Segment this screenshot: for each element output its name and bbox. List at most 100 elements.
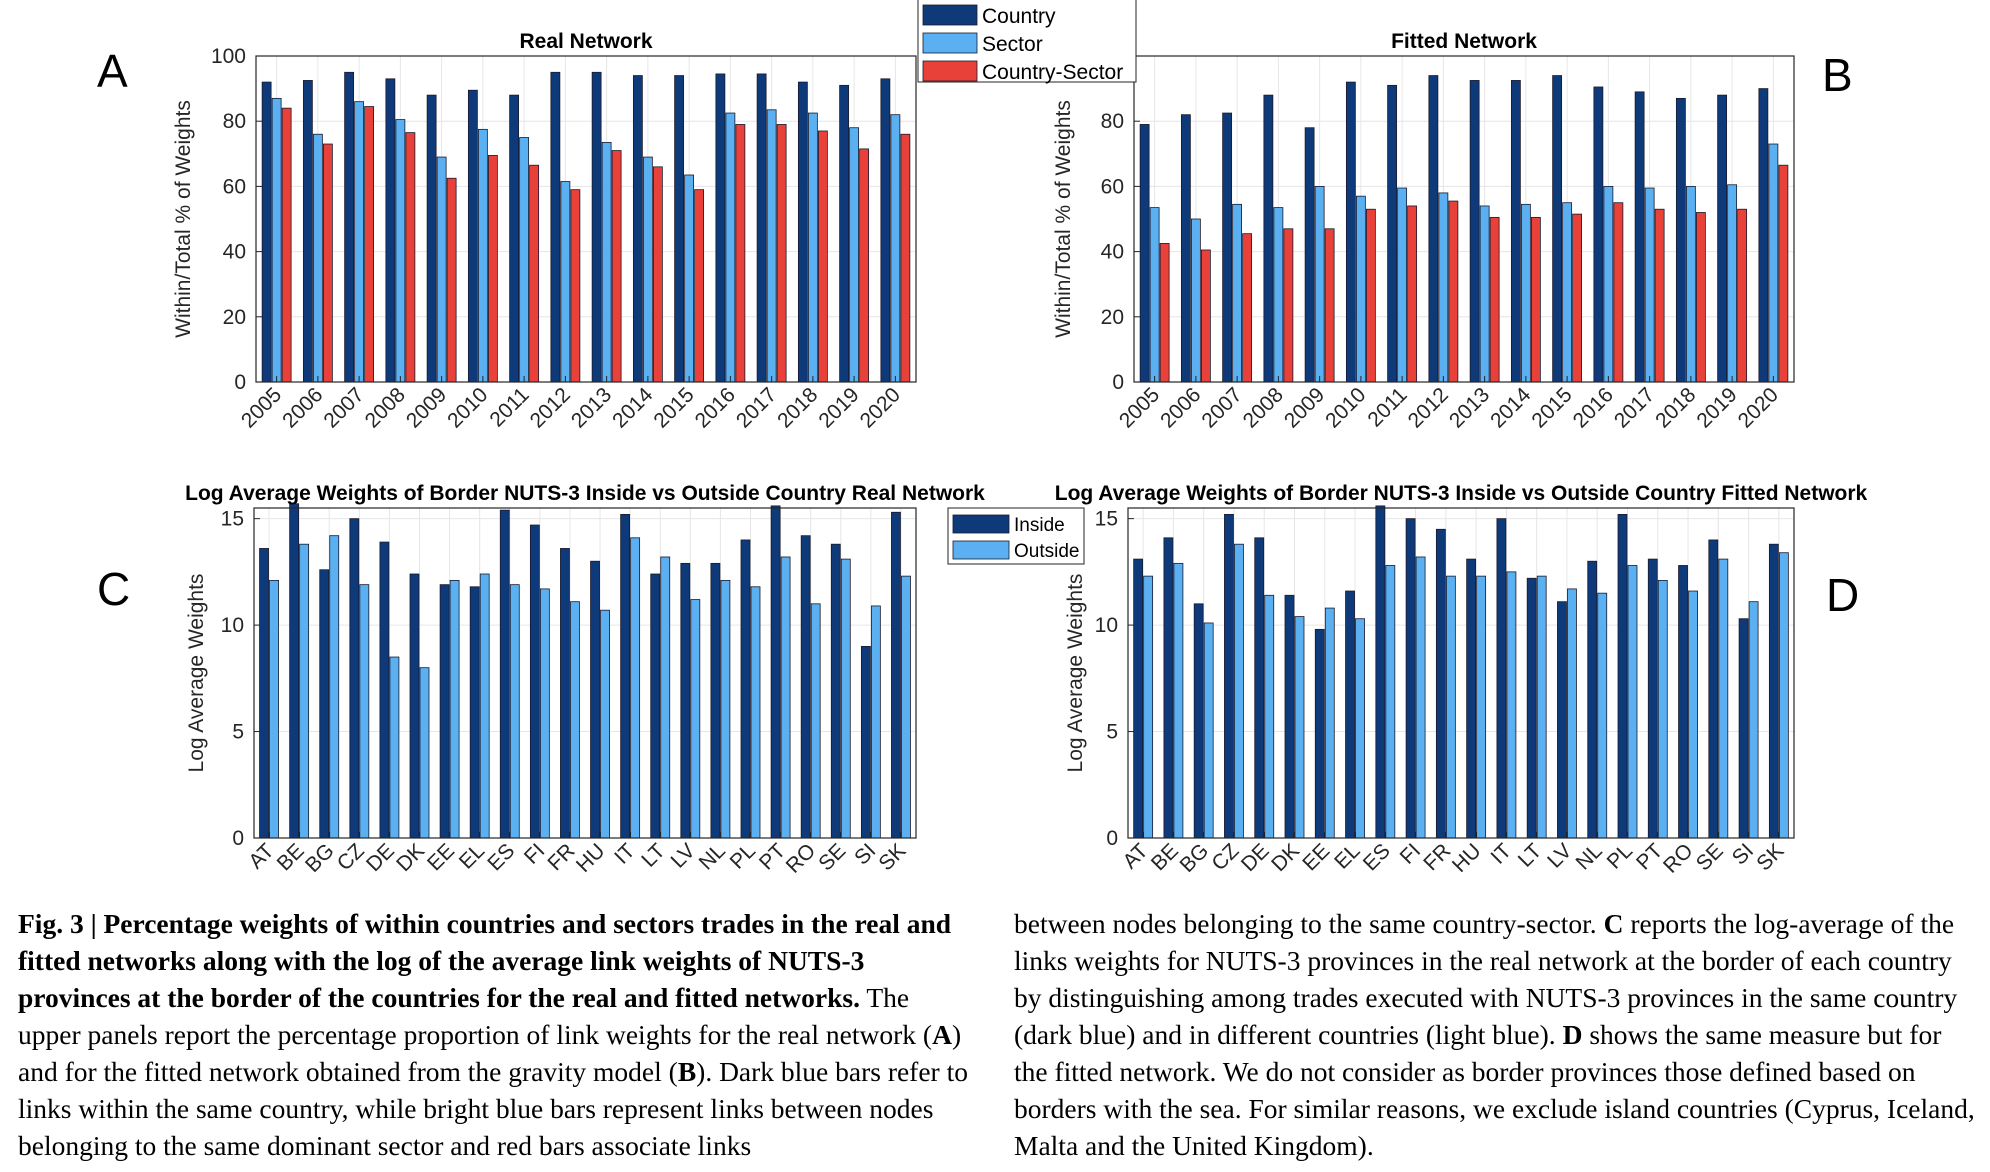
bar bbox=[1510, 80, 1521, 383]
x-tick-label: 2013 bbox=[567, 383, 616, 432]
caption-text: ) and for the fitted network obtained fr… bbox=[18, 1019, 962, 1087]
bar bbox=[385, 78, 396, 383]
bar bbox=[467, 89, 478, 383]
bar bbox=[694, 189, 705, 383]
bar bbox=[680, 562, 691, 839]
bar bbox=[1738, 618, 1749, 839]
bar bbox=[601, 141, 612, 383]
bar bbox=[1466, 558, 1477, 839]
bar bbox=[1567, 588, 1577, 839]
bar bbox=[817, 130, 828, 383]
y-axis-label: Within/Total % of Weights bbox=[172, 100, 195, 338]
bar bbox=[499, 509, 510, 839]
caption-title: Fig. 3 | Percentage weights of within co… bbox=[18, 908, 952, 1013]
x-tick-label: PT bbox=[1632, 839, 1667, 874]
y-tick-label: 60 bbox=[223, 175, 246, 198]
x-tick-label: SK bbox=[874, 839, 910, 875]
bar bbox=[1405, 518, 1416, 839]
bar bbox=[1242, 233, 1253, 383]
bar bbox=[1133, 558, 1144, 839]
bar bbox=[312, 133, 323, 383]
bar bbox=[810, 603, 821, 839]
bar bbox=[1415, 556, 1426, 839]
bar bbox=[329, 535, 340, 839]
chart-title: Log Average Weights of Border NUTS-3 Ins… bbox=[185, 482, 985, 505]
x-tick-label: ES bbox=[483, 839, 519, 875]
bar bbox=[509, 94, 520, 383]
bar bbox=[735, 124, 746, 383]
x-tick-label: 2007 bbox=[1197, 383, 1246, 432]
bar bbox=[281, 107, 292, 383]
bar bbox=[436, 156, 447, 383]
y-tick-label: 5 bbox=[232, 721, 244, 744]
caption-text: between nodes belonging to the same coun… bbox=[1014, 908, 1604, 939]
bar bbox=[860, 645, 871, 839]
bar bbox=[776, 124, 787, 383]
y-tick-label: 40 bbox=[1101, 241, 1124, 264]
bar bbox=[550, 71, 561, 383]
bar bbox=[650, 573, 661, 839]
bar bbox=[797, 81, 808, 383]
bar bbox=[1469, 80, 1480, 383]
bar bbox=[1572, 213, 1583, 383]
legend-swatch bbox=[922, 60, 978, 82]
x-tick-label: ES bbox=[1359, 839, 1395, 875]
caption-ref-c: C bbox=[1603, 908, 1624, 939]
y-tick-label: 60 bbox=[1101, 175, 1124, 198]
bar bbox=[1222, 112, 1233, 383]
x-tick-label: AT bbox=[244, 839, 278, 873]
bar bbox=[1506, 571, 1517, 839]
bar bbox=[1536, 575, 1547, 839]
bar bbox=[1435, 528, 1446, 839]
bar bbox=[529, 164, 540, 383]
caption-text: ). Dark blue bars refer to links within … bbox=[18, 1056, 968, 1161]
bar bbox=[439, 584, 450, 839]
x-tick-label: 2009 bbox=[1280, 383, 1329, 432]
x-tick-label: 2015 bbox=[1527, 383, 1576, 432]
bar bbox=[1385, 565, 1396, 839]
y-tick-label: 10 bbox=[221, 614, 244, 637]
y-tick-label: 15 bbox=[221, 508, 244, 531]
bar bbox=[1200, 249, 1211, 383]
bar bbox=[1232, 203, 1243, 383]
bar bbox=[1479, 205, 1490, 383]
bar bbox=[1324, 607, 1335, 839]
chart-title: Fitted Network bbox=[1391, 30, 1537, 53]
bar bbox=[449, 579, 460, 839]
chart-title: Real Network bbox=[519, 30, 652, 53]
bar bbox=[1526, 577, 1537, 839]
bar bbox=[901, 575, 911, 839]
bar bbox=[1688, 590, 1698, 839]
bar bbox=[570, 189, 581, 383]
bar bbox=[1224, 513, 1234, 839]
bar bbox=[660, 556, 671, 839]
x-tick-label: FI bbox=[520, 839, 549, 868]
y-axis-label: Within/Total % of Weights bbox=[1052, 100, 1075, 338]
bar bbox=[1647, 558, 1658, 839]
bar bbox=[1139, 124, 1150, 383]
bar bbox=[1263, 94, 1274, 383]
x-tick-label: 2011 bbox=[1363, 383, 1411, 431]
panel-label-c: C bbox=[97, 563, 131, 615]
bar bbox=[1657, 579, 1668, 839]
bar bbox=[900, 133, 911, 383]
y-tick-label: 0 bbox=[1106, 827, 1118, 850]
bar bbox=[766, 109, 777, 383]
x-tick-label: 2020 bbox=[1734, 383, 1783, 432]
y-tick-label: 15 bbox=[1095, 508, 1118, 531]
bar bbox=[800, 535, 811, 839]
bar bbox=[1634, 91, 1645, 383]
bar bbox=[1597, 592, 1608, 839]
bar bbox=[891, 511, 901, 839]
x-tick-label: 2006 bbox=[1156, 383, 1205, 432]
bar bbox=[1284, 594, 1295, 839]
bar bbox=[652, 166, 663, 383]
bar bbox=[509, 584, 520, 839]
bar bbox=[1496, 518, 1507, 839]
bar bbox=[1355, 195, 1366, 383]
x-tick-label: FI bbox=[1396, 839, 1425, 868]
bar bbox=[1355, 618, 1365, 839]
bar bbox=[259, 548, 269, 839]
x-tick-label: 2019 bbox=[1692, 383, 1741, 432]
bar bbox=[419, 667, 430, 839]
